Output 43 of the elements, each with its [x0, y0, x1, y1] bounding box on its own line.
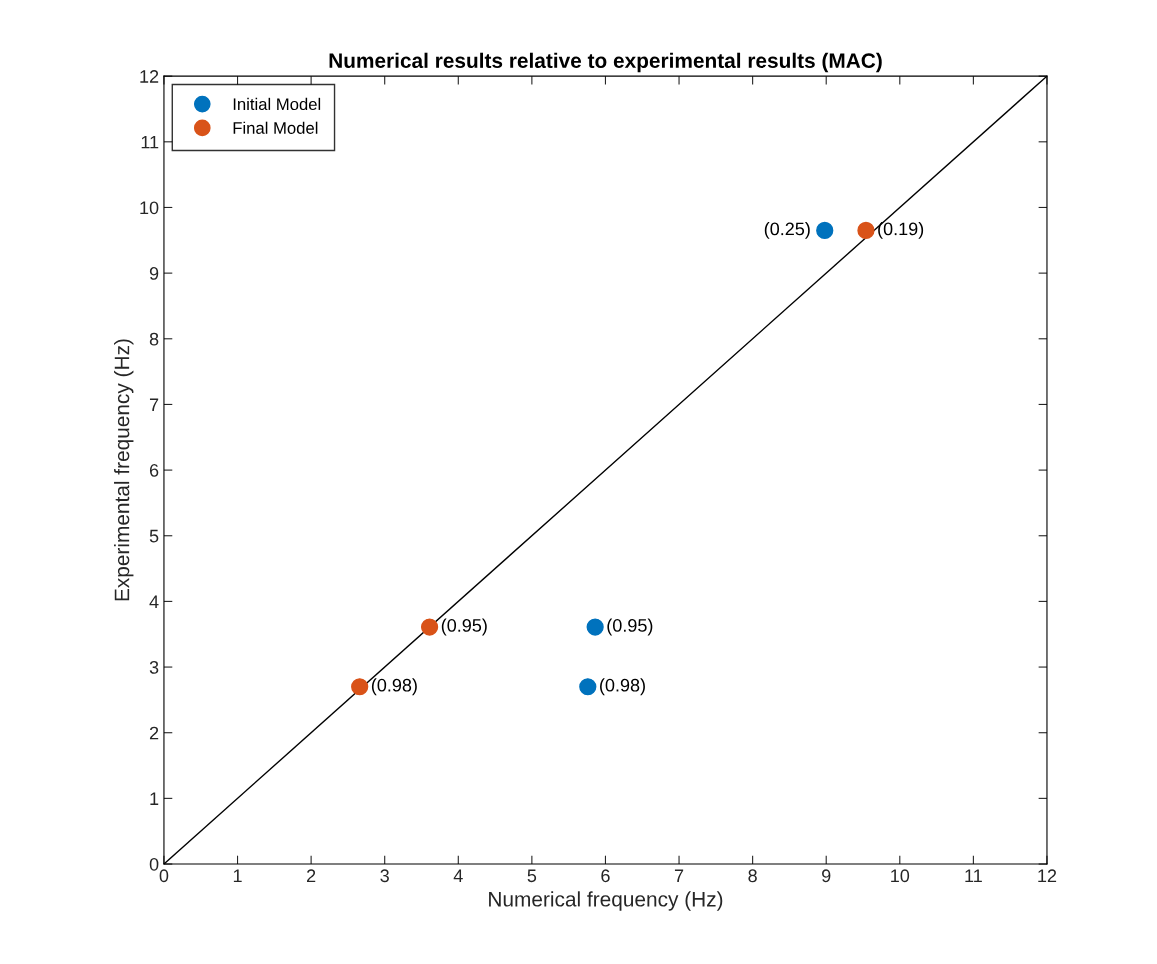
x-tick-label: 10 — [891, 869, 910, 883]
point — [420, 618, 439, 636]
annotation: (0.98) — [371, 678, 417, 696]
point — [586, 618, 604, 636]
x-tick-label: 2 — [307, 869, 316, 882]
point — [579, 678, 597, 696]
y-tick-label: 6 — [149, 464, 159, 477]
annotation: (0.98) — [600, 678, 645, 696]
y-tick-label: 2 — [149, 726, 159, 740]
y-tick-label: 1 — [150, 792, 159, 805]
y-tick-label: 12 — [140, 70, 159, 83]
point — [816, 221, 834, 240]
y-tick-label: 7 — [149, 398, 159, 411]
chart-title: Numerical results relative to experimental results (MAC) — [329, 52, 882, 73]
x-tick-label: 5 — [527, 869, 537, 883]
x-tick-label: 6 — [601, 869, 610, 883]
x-tick-label: 0 — [159, 869, 169, 883]
x-tick-label: 11 — [965, 869, 982, 882]
y-axis-title: Experimental frequency (Hz) — [114, 339, 134, 601]
x-tick-label: 3 — [380, 869, 389, 883]
point — [351, 678, 369, 696]
legend-label: Final Model — [233, 121, 318, 134]
y-tick-label: 10 — [140, 201, 159, 215]
annotation: (0.19) — [878, 222, 924, 239]
x-tick-label: 7 — [674, 869, 684, 882]
x-tick-label: 9 — [822, 869, 831, 883]
x-tick-label: 8 — [748, 869, 757, 883]
y-tick-label: 11 — [141, 135, 159, 149]
y-tick-label: 5 — [149, 529, 159, 543]
y-tick-label: 4 — [149, 595, 159, 608]
x-axis-title: Numerical frequency (Hz) — [489, 891, 723, 911]
annotation: (0.95) — [607, 618, 653, 636]
legend-label: Initial Model — [233, 97, 321, 111]
y-tick-label: 9 — [149, 267, 159, 280]
y-tick-label: 8 — [149, 332, 159, 346]
annotation: (0.25) — [764, 222, 810, 239]
x-tick-label: 1 — [233, 869, 242, 882]
y-tick-label: 0 — [149, 857, 159, 871]
annotation: (0.95) — [441, 618, 487, 636]
y-tick-label: 3 — [149, 661, 159, 674]
x-tick-label: 12 — [1038, 869, 1057, 882]
point — [857, 221, 875, 240]
x-tick-label: 4 — [453, 869, 463, 882]
